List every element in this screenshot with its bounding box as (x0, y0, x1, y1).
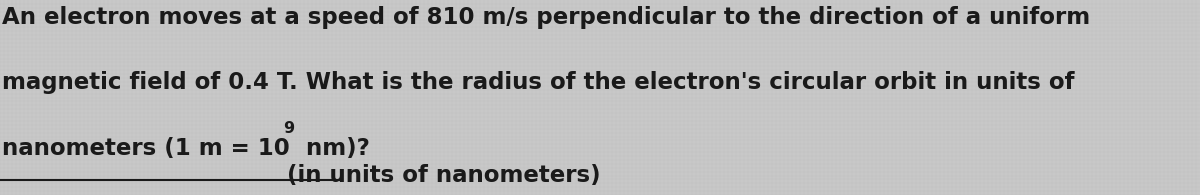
Text: 9: 9 (283, 121, 294, 136)
Text: magnetic field of 0.4 T. What is the radius of the electron's circular orbit in : magnetic field of 0.4 T. What is the rad… (2, 71, 1075, 94)
Text: An electron moves at a speed of 810 m/s perpendicular to the direction of a unif: An electron moves at a speed of 810 m/s … (2, 6, 1091, 29)
Text: nm)?: nm)? (298, 136, 370, 160)
Text: (in units of nanometers): (in units of nanometers) (287, 164, 601, 187)
Text: nanometers (1 m = 10: nanometers (1 m = 10 (2, 136, 290, 160)
